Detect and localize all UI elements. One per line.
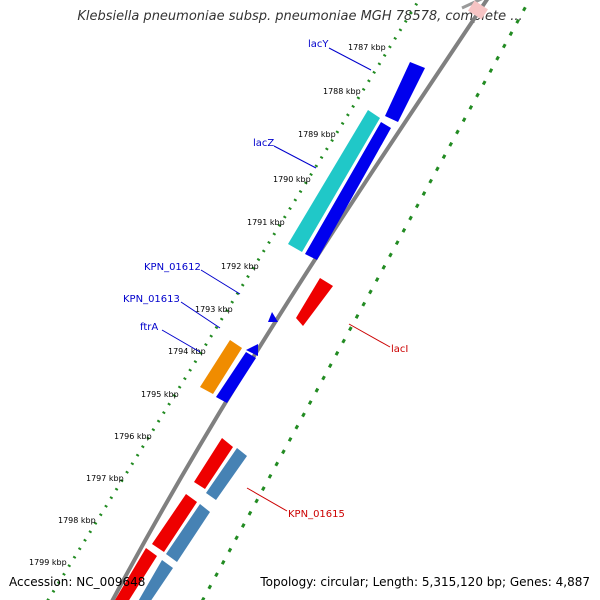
tick-label: 1789 kbp xyxy=(298,130,336,139)
tick-label: 1795 kbp xyxy=(141,390,179,399)
gene-label-KPN_01612[interactable]: KPN_01612 xyxy=(144,262,201,273)
backbone-top-segment xyxy=(461,0,483,10)
feature-KPN_01613 xyxy=(246,344,258,356)
gene-label-lacZ[interactable]: lacZ xyxy=(253,138,274,149)
tick-label: 1792 kbp xyxy=(221,262,259,271)
inner-dotted-track xyxy=(201,0,531,600)
genome-backbone xyxy=(110,0,490,600)
leader-lacZ xyxy=(273,145,317,169)
tick-label: 1791 kbp xyxy=(247,218,285,227)
feature-lacZ-blue xyxy=(305,122,391,260)
feature-ftrA xyxy=(200,340,242,394)
feature-forward-small xyxy=(216,352,256,403)
gene-label-KPN_01615[interactable]: KPN_01615 xyxy=(288,509,345,520)
accession-label: Accession: NC_009648 xyxy=(9,575,146,589)
tick-label: 1790 kbp xyxy=(273,175,311,184)
feature-faint-top xyxy=(468,0,488,20)
tick-label: 1798 kbp xyxy=(58,516,96,525)
tick-label: 1787 kbp xyxy=(348,43,386,52)
leader-lacI xyxy=(348,323,391,348)
tick-label: 1794 kbp xyxy=(168,347,206,356)
gene-label-ftrA[interactable]: ftrA xyxy=(140,322,158,333)
feature-lacZ-cyan xyxy=(288,110,380,252)
tick-label: 1796 kbp xyxy=(114,432,152,441)
feature-steel-2 xyxy=(166,504,210,562)
leader-ftrA xyxy=(161,329,201,353)
feature-red-2 xyxy=(152,494,197,552)
leader-lacY xyxy=(328,47,372,71)
feature-lacI xyxy=(296,278,333,326)
feature-steel-1 xyxy=(206,448,247,500)
leader-KPN_01615 xyxy=(246,487,288,512)
genome-summary-label: Topology: circular; Length: 5,315,120 bp… xyxy=(260,575,590,589)
tick-label: 1793 kbp xyxy=(195,305,233,314)
feature-lacY xyxy=(385,62,425,122)
feature-steel-3 xyxy=(138,560,173,600)
gene-label-KPN_01613[interactable]: KPN_01613 xyxy=(123,294,180,305)
tick-label: 1799 kbp xyxy=(29,558,67,567)
tick-label: 1788 kbp xyxy=(323,87,361,96)
outer-dotted-track xyxy=(46,0,421,600)
gene-label-lacI[interactable]: lacI xyxy=(391,344,408,355)
feature-red-1 xyxy=(194,438,233,489)
feature-KPN_01612 xyxy=(268,312,278,322)
leader-KPN_01613 xyxy=(180,301,221,329)
tick-label: 1797 kbp xyxy=(86,474,124,483)
leader-KPN_01612 xyxy=(200,269,241,295)
gene-label-lacY[interactable]: lacY xyxy=(308,39,329,50)
feature-red-3 xyxy=(114,548,157,600)
